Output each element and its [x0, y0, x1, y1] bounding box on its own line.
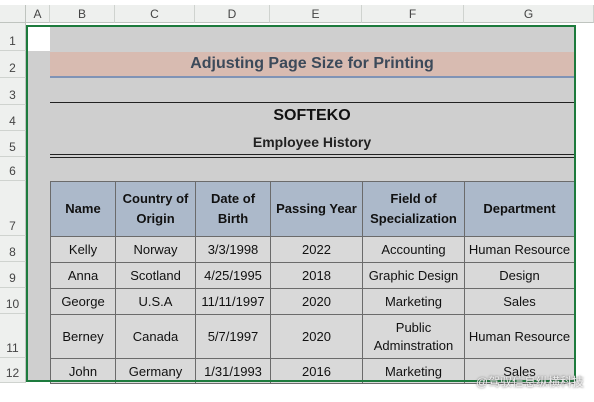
column-a-background	[26, 51, 50, 381]
cell-department[interactable]: Sales	[464, 358, 575, 384]
cell-field[interactable]: Marketing	[362, 288, 465, 315]
column-header-c[interactable]: C	[115, 5, 195, 23]
header-name[interactable]: Name	[50, 181, 116, 237]
watermark-text: @驾驭信息纵横科技	[475, 375, 584, 389]
row-header-8[interactable]: 8	[0, 236, 26, 262]
cell-department[interactable]: Human Resource	[464, 314, 575, 359]
table-subtitle[interactable]: Employee History	[252, 134, 372, 150]
column-header-a[interactable]: A	[26, 5, 50, 23]
row-header-9[interactable]: 9	[0, 262, 26, 288]
table-row: John Germany 1/31/1993 2016 Marketing Sa…	[50, 358, 575, 384]
cell-field[interactable]: Accounting	[362, 236, 465, 263]
cell-dob[interactable]: 3/3/1998	[195, 236, 271, 263]
cell-country[interactable]: Germany	[115, 358, 196, 384]
company-name[interactable]: SOFTEKO	[273, 107, 351, 124]
row-header-12[interactable]: 12	[0, 358, 26, 383]
divider-line	[50, 102, 574, 103]
table-row: Kelly Norway 3/3/1998 2022 Accounting Hu…	[50, 236, 575, 263]
cell-country[interactable]: Norway	[115, 236, 196, 263]
cell-dob[interactable]: 1/31/1993	[195, 358, 271, 384]
column-header-e[interactable]: E	[270, 5, 362, 23]
row-header-3[interactable]: 3	[0, 78, 26, 105]
cell-country[interactable]: Canada	[115, 314, 196, 359]
cell-department[interactable]: Human Resource	[464, 236, 575, 263]
row-header-10[interactable]: 10	[0, 288, 26, 314]
cell-department[interactable]: Sales	[464, 288, 575, 315]
row-header-1[interactable]: 1	[0, 23, 26, 51]
cell-department[interactable]: Design	[464, 262, 575, 289]
cell-passing-year[interactable]: 2018	[270, 262, 363, 289]
divider-line	[50, 154, 574, 155]
cell-name[interactable]: John	[50, 358, 116, 384]
row-header-4[interactable]: 4	[0, 105, 26, 131]
cell-passing-year[interactable]: 2016	[270, 358, 363, 384]
row-header-5[interactable]: 5	[0, 131, 26, 157]
header-passing-year[interactable]: Passing Year	[270, 181, 363, 237]
cell-dob[interactable]: 5/7/1997	[195, 314, 271, 359]
cell-country[interactable]: Scotland	[115, 262, 196, 289]
cell-passing-year[interactable]: 2020	[270, 288, 363, 315]
cell-dob[interactable]: 11/11/1997	[195, 288, 271, 315]
cell-field[interactable]: Marketing	[362, 358, 465, 384]
header-country[interactable]: Country of Origin	[115, 181, 196, 237]
table-row: Anna Scotland 4/25/1995 2018 Graphic Des…	[50, 262, 575, 289]
cell-field[interactable]: Graphic Design	[362, 262, 465, 289]
column-header-b[interactable]: B	[50, 5, 115, 23]
header-dob[interactable]: Date of Birth	[195, 181, 271, 237]
cell-country[interactable]: U.S.A	[115, 288, 196, 315]
cell-name[interactable]: Berney	[50, 314, 116, 359]
column-header-f[interactable]: F	[362, 5, 464, 23]
header-field[interactable]: Field of Specialization	[362, 181, 465, 237]
table-row: George U.S.A 11/11/1997 2020 Marketing S…	[50, 288, 575, 315]
select-all-corner[interactable]	[0, 5, 26, 23]
row-header-7[interactable]: 7	[0, 181, 26, 236]
employee-table: Name Country of Origin Date of Birth Pas…	[50, 181, 575, 384]
table-header-row: Name Country of Origin Date of Birth Pas…	[50, 181, 575, 237]
cell-dob[interactable]: 4/25/1995	[195, 262, 271, 289]
column-header-g[interactable]: G	[464, 5, 594, 23]
cell-passing-year[interactable]: 2022	[270, 236, 363, 263]
cell-passing-year[interactable]: 2020	[270, 314, 363, 359]
cell-name[interactable]: George	[50, 288, 116, 315]
column-header-d[interactable]: D	[195, 5, 270, 23]
cell-name[interactable]: Kelly	[50, 236, 116, 263]
row-header-2[interactable]: 2	[0, 51, 26, 78]
cell-field[interactable]: Public Adminstration	[362, 314, 465, 359]
row-header-6[interactable]: 6	[0, 157, 26, 181]
table-row: Berney Canada 5/7/1997 2020 Public Admin…	[50, 314, 575, 359]
row-header-11[interactable]: 11	[0, 314, 26, 358]
sheet-title[interactable]: Adjusting Page Size for Printing	[50, 52, 574, 78]
divider-line	[50, 157, 574, 158]
cell-name[interactable]: Anna	[50, 262, 116, 289]
header-department[interactable]: Department	[464, 181, 575, 237]
